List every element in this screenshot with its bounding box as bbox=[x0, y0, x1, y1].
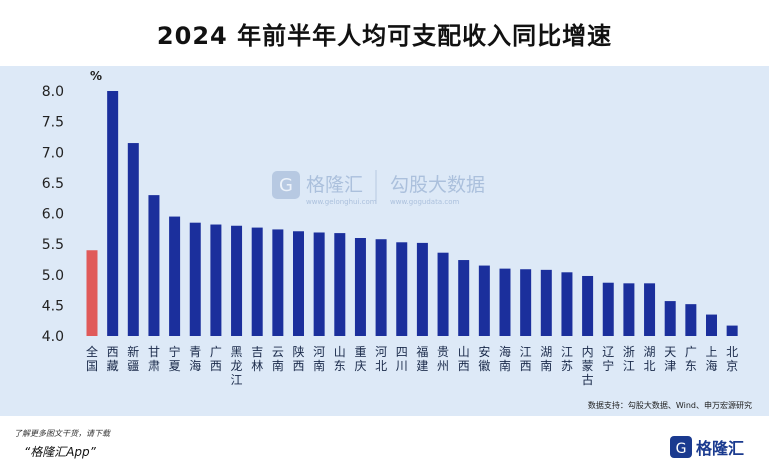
x-tick-label: 河北 bbox=[375, 345, 387, 373]
bar bbox=[540, 269, 552, 336]
x-tick-label: 安徽 bbox=[478, 344, 490, 373]
chart-title: 2024 年前半年人均可支配收入同比增速 bbox=[156, 21, 613, 50]
bar bbox=[354, 238, 366, 336]
y-tick-label: 5.0 bbox=[42, 268, 64, 284]
bar bbox=[148, 195, 160, 336]
y-tick-label: 7.0 bbox=[42, 145, 64, 161]
y-tick-label: 7.5 bbox=[42, 115, 64, 131]
y-tick-label: 8.0 bbox=[42, 84, 64, 100]
bar bbox=[334, 233, 346, 336]
bar bbox=[210, 224, 222, 336]
x-tick-label: 广东 bbox=[685, 345, 697, 373]
bar bbox=[169, 216, 181, 336]
y-tick-label: 6.5 bbox=[42, 176, 64, 192]
watermark-logo-icon bbox=[272, 171, 300, 199]
x-tick-label: 辽宁 bbox=[602, 345, 614, 373]
x-tick-label: 西藏 bbox=[107, 345, 119, 373]
bar bbox=[685, 304, 697, 336]
watermark-logo-glyph: G bbox=[279, 175, 293, 196]
watermark-partner-url: www.gogudata.com bbox=[390, 198, 459, 206]
bar-chart: G 格隆汇 www.gelonghui.com 勾股大数据 www.goguda… bbox=[42, 69, 752, 410]
x-tick-label: 贵州 bbox=[437, 345, 449, 373]
bar bbox=[726, 325, 738, 336]
bar bbox=[375, 239, 387, 336]
footer-logo: G 格隆汇 bbox=[670, 436, 744, 458]
bar bbox=[396, 242, 408, 336]
bar bbox=[272, 229, 284, 336]
x-tick-label: 山西 bbox=[458, 345, 470, 373]
bar bbox=[582, 275, 594, 336]
bar bbox=[416, 242, 428, 336]
bar bbox=[602, 282, 614, 336]
bar bbox=[478, 265, 490, 336]
bar bbox=[706, 314, 717, 336]
bar bbox=[251, 227, 263, 336]
x-tick-label: 吉林 bbox=[251, 345, 263, 373]
x-tick-label: 内蒙古 bbox=[582, 345, 594, 387]
x-tick-label: 云南 bbox=[272, 345, 284, 373]
bar bbox=[293, 231, 304, 336]
x-tick-label: 海南 bbox=[499, 344, 511, 373]
title-bar: 2024 年前半年人均可支配收入同比增速 bbox=[0, 0, 769, 66]
x-tick-label: 山东 bbox=[334, 345, 346, 373]
x-tick-label: 北京 bbox=[726, 345, 738, 373]
x-tick-label: 黑龙江 bbox=[231, 345, 243, 387]
footer-note: 了解更多图文干货，请下载 bbox=[14, 429, 110, 438]
x-tick-label: 浙江 bbox=[623, 345, 635, 373]
x-tick-label: 天津 bbox=[664, 345, 676, 373]
bar bbox=[499, 268, 511, 336]
logo-icon bbox=[670, 436, 692, 458]
bar bbox=[313, 232, 325, 336]
bar bbox=[520, 269, 532, 336]
bar bbox=[664, 301, 676, 336]
watermark-brand-url: www.gelonghui.com bbox=[306, 198, 377, 206]
logo-text: 格隆汇 bbox=[696, 439, 744, 458]
x-tick-label: 全国 bbox=[86, 344, 98, 373]
bar bbox=[644, 283, 656, 336]
y-tick-label: 5.5 bbox=[42, 237, 64, 253]
x-tick-label: 甘肃 bbox=[148, 345, 160, 373]
bar bbox=[231, 225, 243, 336]
x-tick-label: 宁夏 bbox=[169, 344, 181, 373]
x-tick-label: 河南 bbox=[313, 345, 325, 373]
x-tick-label: 湖南 bbox=[540, 344, 552, 373]
source-label: 数据支持：勾股大数据、Wind、申万宏源研究 bbox=[588, 400, 752, 410]
watermark: G 格隆汇 www.gelonghui.com 勾股大数据 www.goguda… bbox=[272, 170, 485, 206]
watermark-brand: 格隆汇 bbox=[306, 174, 363, 196]
bar bbox=[437, 252, 449, 336]
bar bbox=[189, 222, 201, 336]
y-axis: 4.0 4.5 5.0 5.5 6.0 6.5 7.0 7.5 8.0 bbox=[42, 84, 64, 345]
footer: 了解更多图文干货，请下载 “格隆汇App” G 格隆汇 bbox=[0, 416, 769, 474]
y-tick-label: 4.0 bbox=[42, 329, 64, 345]
bars bbox=[86, 91, 738, 336]
x-tick-label: 新疆 bbox=[127, 344, 139, 373]
x-tick-label: 江西 bbox=[520, 345, 532, 373]
x-tick-label: 福建 bbox=[416, 344, 428, 373]
x-tick-label: 江苏 bbox=[561, 345, 573, 373]
bar bbox=[107, 91, 119, 336]
bar bbox=[458, 260, 470, 336]
x-tick-label: 广西 bbox=[210, 345, 222, 373]
y-axis-label: % bbox=[90, 69, 102, 83]
chart-panel: G 格隆汇 www.gelonghui.com 勾股大数据 www.goguda… bbox=[0, 66, 769, 416]
y-tick-label: 4.5 bbox=[42, 298, 64, 314]
y-tick-label: 6.0 bbox=[42, 207, 64, 223]
footer-app-name: “格隆汇App” bbox=[24, 445, 96, 459]
x-tick-label: 青海 bbox=[189, 345, 201, 373]
logo-icon-glyph: G bbox=[676, 441, 687, 457]
x-tick-label: 湖北 bbox=[644, 344, 656, 373]
watermark-partner: 勾股大数据 bbox=[390, 174, 485, 196]
bar bbox=[127, 143, 139, 336]
x-tick-label: 上海 bbox=[705, 345, 717, 373]
x-tick-label: 重庆 bbox=[354, 345, 366, 373]
bar bbox=[561, 272, 573, 336]
x-tick-label: 陕西 bbox=[292, 344, 304, 373]
x-axis-labels: 全国西藏新疆甘肃宁夏青海广西黑龙江吉林云南陕西河南山东重庆河北四川福建贵州山西安… bbox=[86, 344, 738, 387]
bar bbox=[86, 250, 98, 336]
bar bbox=[623, 283, 635, 336]
x-tick-label: 四川 bbox=[396, 345, 408, 373]
